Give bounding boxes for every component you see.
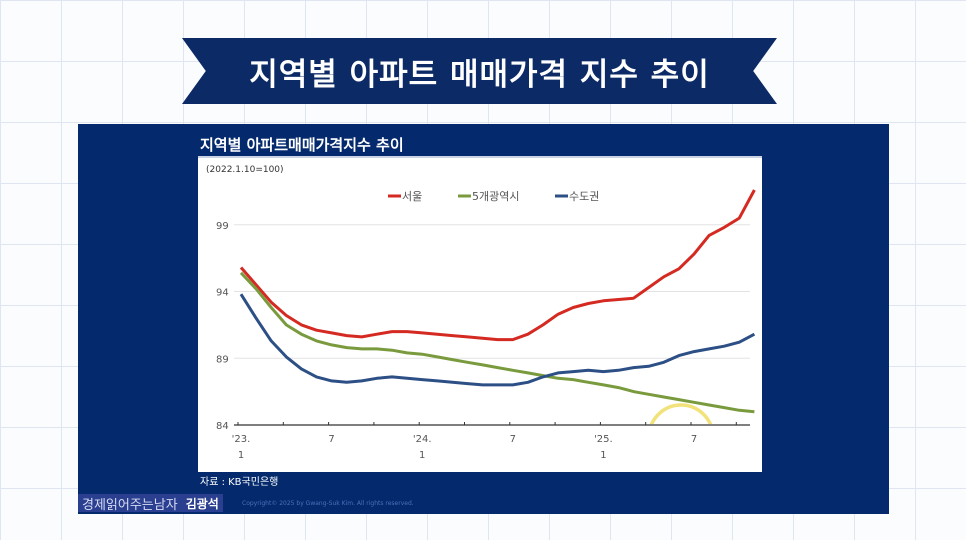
- x-tick-label: '24.: [413, 434, 432, 445]
- series-line-0: [239, 189, 756, 342]
- author-name: 김광석: [185, 496, 219, 511]
- chart-title: 지역별 아파트매매가격지수 추이: [200, 136, 404, 154]
- x-tick-label: 1: [238, 450, 244, 461]
- chart-panel: 지역별 아파트매매가격지수 추이 (2022.1.10=100) 99 94 89 84…: [78, 124, 889, 514]
- legend-label: 수도권: [569, 190, 599, 203]
- copyright: Copyright© 2025 by Gwang-Suk Kim. All ri…: [242, 500, 414, 507]
- x-tick-label: '25.: [594, 434, 613, 445]
- x-tick-label: 7: [691, 434, 697, 445]
- line-chart: (2022.1.10=100) 99 94 89 84'23. 1 7 '24. 1 7 '25. 1…: [206, 165, 756, 461]
- source-note: 자료 : KB국민은행: [200, 477, 279, 488]
- banner-title: 지역별 아파트 매매가격 지수 추이: [182, 38, 777, 104]
- chart-area: (2022.1.10=100) 99 94 89 84'23. 1 7 '24. 1 7 '25. 1…: [198, 158, 762, 472]
- x-tick-label: 1: [419, 450, 425, 461]
- legend-label: 서울: [402, 190, 422, 203]
- series-line-2: [239, 293, 756, 387]
- legend-label: 5개광역시: [472, 190, 519, 203]
- chart-subtitle: (2022.1.10=100): [206, 165, 284, 175]
- brand-name: 경제읽어주는남자: [82, 497, 178, 513]
- y-tick-label: 89: [216, 354, 229, 365]
- y-tick-label: 99: [216, 221, 229, 232]
- highlight-circle: [649, 403, 713, 424]
- brand-logo: 경제읽어주는남자 김광석: [78, 494, 223, 513]
- title-divider: [198, 156, 762, 158]
- y-tick-label: 84: [216, 421, 229, 432]
- x-tick-label: '23.: [232, 434, 251, 445]
- series-line-1: [239, 271, 755, 414]
- x-tick-label: 1: [600, 450, 606, 461]
- x-tick-label: 7: [510, 434, 516, 445]
- x-tick-label: 7: [328, 434, 334, 445]
- y-tick-label: 94: [216, 288, 229, 299]
